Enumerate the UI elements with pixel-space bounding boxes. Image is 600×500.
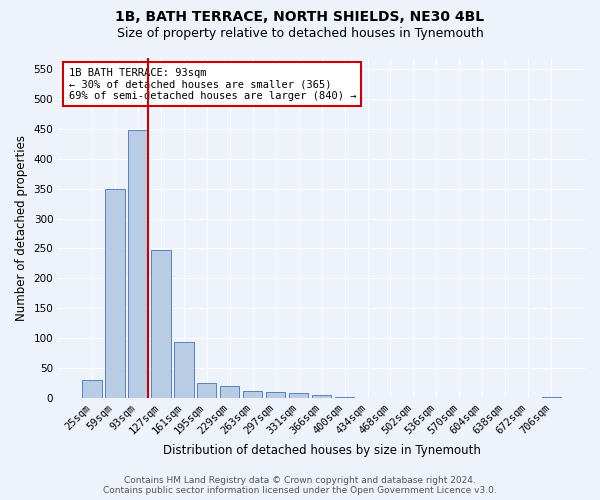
Text: 1B, BATH TERRACE, NORTH SHIELDS, NE30 4BL: 1B, BATH TERRACE, NORTH SHIELDS, NE30 4B… [115, 10, 485, 24]
Bar [243, 390, 262, 398]
Y-axis label: Number of detached properties: Number of detached properties [15, 134, 28, 320]
Text: 1B BATH TERRACE: 93sqm
← 30% of detached houses are smaller (365)
69% of semi-de: 1B BATH TERRACE: 93sqm ← 30% of detached… [69, 68, 356, 101]
Text: Contains HM Land Registry data © Crown copyright and database right 2024.
Contai: Contains HM Land Registry data © Crown c… [103, 476, 497, 495]
Bar [128, 130, 148, 398]
Bar [197, 383, 217, 398]
Bar [335, 396, 355, 398]
X-axis label: Distribution of detached houses by size in Tynemouth: Distribution of detached houses by size … [163, 444, 481, 458]
Bar [312, 394, 331, 398]
Text: Size of property relative to detached houses in Tynemouth: Size of property relative to detached ho… [116, 28, 484, 40]
Bar [542, 396, 561, 398]
Bar [266, 392, 286, 398]
Bar [151, 250, 170, 398]
Bar [289, 393, 308, 398]
Bar [220, 386, 239, 398]
Bar [82, 380, 101, 398]
Bar [105, 189, 125, 398]
Bar [174, 342, 194, 398]
